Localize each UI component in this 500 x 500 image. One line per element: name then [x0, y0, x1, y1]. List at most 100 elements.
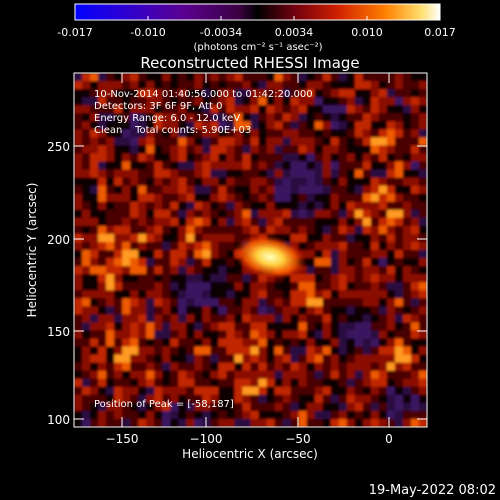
heatmap-cell [402, 113, 412, 122]
heatmap-cell [202, 378, 211, 388]
heatmap-cell [394, 89, 404, 98]
heatmap-cell [370, 233, 380, 243]
heatmap-cell [314, 338, 324, 348]
heatmap-cell [146, 314, 155, 324]
heatmap-cell [354, 282, 364, 291]
heatmap-cell [378, 73, 388, 82]
heatmap-cell [138, 370, 147, 380]
heatmap-cell [298, 378, 308, 388]
heatmap-cell [74, 282, 83, 291]
heatmap-cell [146, 169, 155, 179]
heatmap-cell [242, 402, 252, 412]
heatmap-cell [114, 137, 123, 147]
heatmap-cell [114, 145, 123, 155]
heatmap-cell [154, 338, 163, 348]
heatmap-cell [210, 209, 220, 219]
heatmap-cell [362, 306, 372, 315]
heatmap-cell [146, 161, 155, 171]
heatmap-cell [322, 250, 332, 259]
heatmap-cell [402, 153, 412, 163]
heatmap-cell [290, 386, 300, 396]
heatmap-cell [322, 201, 332, 211]
heatmap-cell [122, 81, 131, 90]
heatmap-cell [290, 378, 300, 388]
heatmap-cell [170, 290, 179, 299]
heatmap-cell [394, 241, 404, 251]
heatmap-cell [394, 161, 404, 171]
heatmap-cell [154, 153, 163, 163]
heatmap-cell [322, 241, 332, 251]
heatmap-cell [90, 362, 99, 372]
heatmap-cell [74, 330, 83, 340]
heatmap-cell [98, 177, 107, 187]
heatmap-cell [370, 354, 380, 364]
heatmap-cell [162, 241, 171, 251]
heatmap-cell [106, 250, 115, 259]
heatmap-cell [178, 129, 187, 138]
heatmap-image [74, 73, 427, 427]
heatmap-cell [74, 153, 83, 163]
heatmap-cell [322, 129, 332, 138]
heatmap-cell [194, 89, 203, 98]
heatmap-cell [114, 185, 123, 195]
heatmap-cell [98, 137, 107, 147]
heatmap-cell [306, 402, 316, 412]
heatmap-cell [98, 410, 107, 420]
heatmap-cell [234, 89, 244, 98]
heatmap-cell [146, 274, 155, 283]
heatmap-cell [170, 378, 179, 388]
heatmap-cell [170, 418, 179, 427]
heatmap-cell [386, 306, 396, 315]
heatmap-cell [106, 177, 115, 187]
heatmap-cell [210, 306, 220, 315]
heatmap-cell [154, 81, 163, 90]
heatmap-cell [322, 121, 332, 130]
heatmap-cell [338, 201, 348, 211]
heatmap-cell [138, 394, 147, 404]
heatmap-cell [138, 209, 147, 219]
heatmap-cell [162, 266, 171, 275]
heatmap-cell [210, 81, 220, 90]
heatmap-cell [386, 330, 396, 340]
heatmap-cell [306, 362, 316, 372]
heatmap-cell [130, 346, 139, 356]
heatmap-cell [154, 362, 163, 372]
heatmap-cell [202, 282, 211, 291]
heatmap-cell [122, 225, 131, 235]
heatmap-cell [394, 290, 404, 299]
heatmap-cell [98, 354, 107, 364]
heatmap-cell [410, 338, 420, 348]
heatmap-cell [418, 177, 427, 187]
heatmap-cell [234, 193, 244, 203]
heatmap-cell [90, 217, 99, 227]
heatmap-cell [290, 169, 300, 179]
heatmap-cell [186, 290, 195, 299]
heatmap-cell [210, 241, 220, 251]
heatmap-cell [122, 370, 131, 380]
heatmap-cell [242, 314, 252, 324]
heatmap-cell [138, 105, 147, 114]
heatmap-cell [346, 161, 356, 171]
heatmap-cell [266, 89, 276, 98]
heatmap-cell [202, 362, 211, 372]
heatmap-cell [226, 233, 236, 243]
heatmap-cell [106, 137, 115, 147]
heatmap-cell [146, 346, 155, 356]
heatmap-cell [90, 354, 99, 364]
heatmap-cell [82, 113, 91, 122]
heatmap-cell [82, 233, 91, 243]
heatmap-cell [306, 250, 316, 259]
heatmap-cell [162, 153, 171, 163]
heatmap-cell [82, 274, 91, 283]
heatmap-cell [274, 410, 284, 420]
heatmap-cell [90, 322, 99, 332]
heatmap-cell [354, 394, 364, 404]
heatmap-cell [194, 185, 203, 195]
heatmap-cell [250, 217, 260, 227]
heatmap-cell [114, 129, 123, 138]
heatmap-cell [162, 185, 171, 195]
heatmap-cell [218, 217, 228, 227]
heatmap-cell [402, 266, 412, 275]
heatmap-cell [98, 113, 107, 122]
heatmap-cell [314, 250, 324, 259]
